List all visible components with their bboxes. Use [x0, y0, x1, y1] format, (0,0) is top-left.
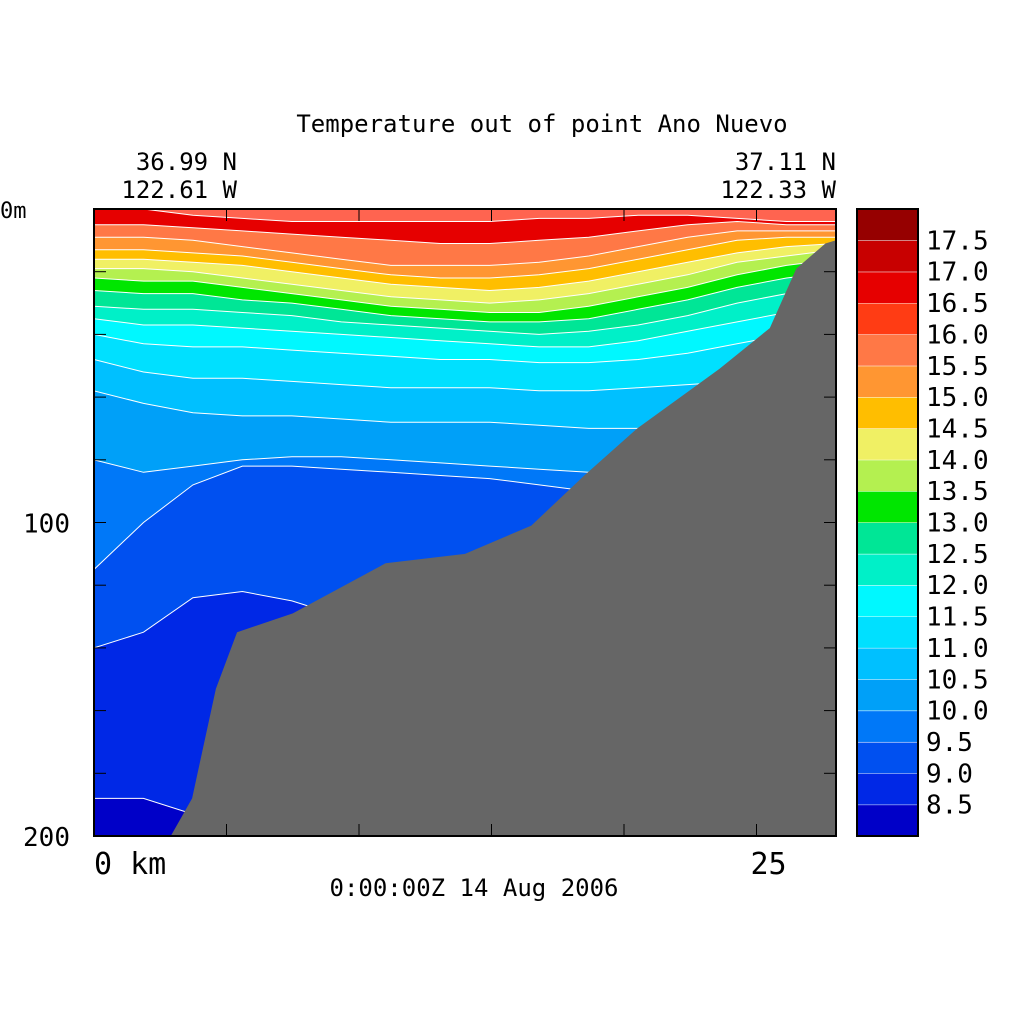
- legend-label: 17.0: [926, 258, 989, 288]
- chart-title: Temperature out of point Ano Nuevo: [296, 110, 787, 138]
- color-legend-labels: 8.59.09.510.010.511.011.512.012.513.013.…: [926, 226, 989, 820]
- legend-label: 14.0: [926, 446, 989, 476]
- legend-swatch: [857, 459, 918, 492]
- legend-label: 11.5: [926, 603, 989, 633]
- isotherm-17-0: [94, 209, 836, 222]
- legend-label: 15.5: [926, 352, 989, 382]
- seafloor-shape: [170, 209, 836, 836]
- isotherm-11-5: [94, 324, 836, 364]
- legend-label: 8.5: [926, 791, 973, 821]
- legend-swatch: [857, 365, 918, 398]
- isotherm-13-0: [94, 271, 836, 323]
- isotherm-14-0: [94, 249, 836, 304]
- legend-label: 9.0: [926, 759, 973, 789]
- legend-swatch: [857, 271, 918, 304]
- legend-swatch: [857, 585, 918, 617]
- legend-label: 13.0: [926, 509, 989, 539]
- legend-label: 16.0: [926, 320, 989, 350]
- legend-swatch: [857, 773, 918, 805]
- legend-swatch: [857, 303, 918, 335]
- legend-swatch: [857, 679, 918, 711]
- legend-label: 10.5: [926, 665, 989, 695]
- legend-label: 13.5: [926, 477, 989, 507]
- legend-swatch: [857, 209, 918, 241]
- isotherm-16-0: [94, 220, 836, 244]
- color-legend: [857, 209, 918, 836]
- legend-label: 12.0: [926, 571, 989, 601]
- legend-label: 17.5: [926, 226, 989, 256]
- legend-label: 11.0: [926, 634, 989, 664]
- legend-label: 12.5: [926, 540, 989, 570]
- legend-swatch: [857, 397, 918, 429]
- legend-swatch: [857, 491, 918, 523]
- start-longitude: 122.61 W: [121, 176, 237, 204]
- band-8-5: [94, 798, 836, 836]
- color-legend-frame: [856, 208, 919, 837]
- legend-swatch: [857, 240, 918, 272]
- y-tick-label: 100: [23, 510, 70, 540]
- isotherm-15-5: [94, 230, 836, 266]
- isotherm-14-5: [94, 243, 836, 292]
- seafloor: [170, 209, 836, 836]
- legend-label: 10.0: [926, 697, 989, 727]
- end-longitude: 122.33 W: [720, 176, 836, 204]
- x-tick-label: 25: [750, 847, 786, 882]
- legend-swatch: [857, 647, 918, 680]
- legend-swatch: [857, 741, 918, 774]
- legend-swatch: [857, 553, 918, 586]
- legend-swatch: [857, 710, 918, 742]
- start-latitude: 36.99 N: [136, 148, 237, 176]
- y-tick-label: 0m: [0, 199, 27, 224]
- axis-tick-labels: 0m 100 200 0 km 25: [0, 199, 787, 882]
- legend-swatch: [857, 616, 918, 648]
- legend-swatch: [857, 804, 918, 836]
- legend-swatch: [857, 334, 918, 366]
- end-latitude: 37.11 N: [735, 148, 836, 176]
- isotherm-13-5: [94, 258, 836, 313]
- y-tick-label: 200: [23, 823, 70, 853]
- legend-swatch: [857, 428, 918, 460]
- isotherm-15-0: [94, 236, 836, 279]
- legend-swatch: [857, 522, 918, 554]
- axis-ticks: [93, 208, 836, 837]
- legend-label: 16.5: [926, 289, 989, 319]
- legend-label: 9.5: [926, 728, 973, 758]
- x-tick-label: 0 km: [94, 847, 166, 882]
- legend-label: 15.0: [926, 383, 989, 413]
- legend-label: 14.5: [926, 414, 989, 444]
- isotherm-12-0: [94, 302, 836, 348]
- isotherm-12-5: [94, 283, 836, 335]
- timestamp: 0:00:00Z 14 Aug 2006: [330, 874, 619, 902]
